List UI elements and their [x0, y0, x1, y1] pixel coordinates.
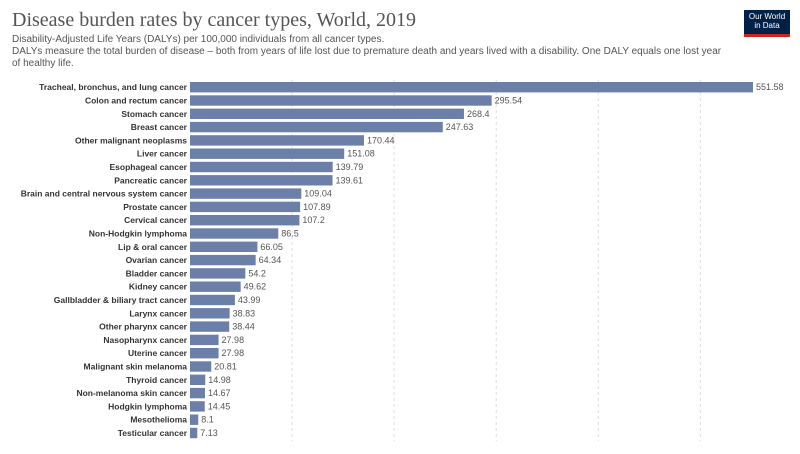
bar[interactable]: [190, 308, 230, 319]
category-label: Brain and central nervous system cancer: [21, 189, 188, 199]
logo-line-1: Our World: [748, 12, 786, 21]
category-label: Lip & oral cancer: [118, 242, 188, 252]
value-label: 14.67: [208, 388, 231, 398]
value-label: 14.98: [208, 375, 231, 385]
subtitle-line-2: DALYs measure the total burden of diseas…: [12, 46, 722, 69]
value-label: 7.13: [200, 428, 218, 438]
value-label: 86.5: [281, 229, 299, 239]
bar[interactable]: [190, 348, 219, 359]
value-label: 107.2: [302, 215, 325, 225]
value-label: 295.54: [495, 96, 523, 106]
category-label: Stomach cancer: [121, 109, 187, 119]
category-label: Non-Hodgkin lymphoma: [89, 229, 187, 239]
bar[interactable]: [190, 281, 241, 292]
value-label: 38.44: [232, 322, 255, 332]
category-label: Kidney cancer: [129, 282, 188, 292]
value-label: 54.2: [248, 268, 266, 278]
category-label: Non-melanoma skin cancer: [76, 388, 187, 398]
category-label: Colon and rectum cancer: [85, 96, 188, 106]
category-label: Tracheal, bronchus, and lung cancer: [39, 82, 188, 92]
bar[interactable]: [190, 135, 364, 146]
value-label: 38.83: [233, 308, 256, 318]
bar[interactable]: [190, 387, 205, 399]
category-label: Cervical cancer: [124, 215, 188, 225]
bar[interactable]: [190, 321, 230, 332]
category-label: Breast cancer: [131, 122, 188, 132]
bar[interactable]: [190, 427, 198, 439]
category-label: Malignant skin melanoma: [84, 362, 188, 372]
value-label: 551.58: [756, 82, 784, 92]
value-label: 64.34: [259, 255, 282, 265]
bar[interactable]: [190, 334, 219, 346]
bar[interactable]: [190, 215, 300, 226]
bar[interactable]: [190, 228, 279, 239]
bar[interactable]: [190, 401, 205, 412]
value-label: 8.1: [201, 415, 214, 425]
category-label: Bladder cancer: [126, 268, 188, 278]
value-label: 139.79: [336, 162, 364, 172]
subtitle-line-1: Disability-Adjusted Life Years (DALYs) p…: [12, 34, 385, 45]
value-label: 49.62: [244, 282, 267, 292]
value-label: 43.99: [238, 295, 261, 305]
bar[interactable]: [190, 374, 206, 385]
bar[interactable]: [190, 254, 256, 266]
bar[interactable]: [190, 201, 301, 213]
bar[interactable]: [190, 161, 333, 173]
value-label: 66.05: [260, 242, 283, 252]
value-label: 27.98: [222, 348, 245, 358]
category-label: Hodgkin lymphoma: [108, 401, 187, 411]
category-label: Pancreatic cancer: [114, 175, 187, 185]
value-label: 170.44: [367, 135, 395, 145]
bar[interactable]: [190, 121, 443, 133]
chart-subtitle: Disability-Adjusted Life Years (DALYs) p…: [12, 34, 732, 70]
value-label: 27.98: [222, 335, 245, 345]
category-label: Esophageal cancer: [110, 162, 188, 172]
value-label: 107.89: [303, 202, 331, 212]
bar[interactable]: [190, 108, 464, 119]
owid-logo[interactable]: Our World in Data: [744, 10, 790, 37]
logo-accent-bar: [744, 34, 790, 37]
value-label: 109.04: [304, 189, 332, 199]
bar[interactable]: [190, 294, 235, 306]
category-label: Liver cancer: [137, 149, 188, 159]
category-label: Prostate cancer: [123, 202, 187, 212]
category-label: Testicular cancer: [118, 428, 188, 438]
category-label: Uterine cancer: [128, 348, 188, 358]
bar[interactable]: [190, 188, 302, 199]
category-label: Larynx cancer: [129, 308, 187, 318]
category-label: Other pharynx cancer: [99, 322, 188, 332]
bar[interactable]: [190, 95, 492, 106]
logo-line-2: in Data: [754, 21, 780, 30]
bar[interactable]: [190, 414, 199, 425]
value-label: 268.4: [467, 109, 490, 119]
value-label: 139.61: [336, 175, 364, 185]
bar[interactable]: [190, 148, 345, 159]
value-label: 151.08: [347, 149, 375, 159]
category-label: Gallbladder & biliary tract cancer: [54, 295, 188, 305]
value-label: 247.63: [446, 122, 474, 132]
category-label: Nasopharynx cancer: [103, 335, 187, 345]
bar[interactable]: [190, 82, 753, 93]
bar[interactable]: [190, 241, 258, 252]
bar[interactable]: [190, 175, 333, 186]
category-label: Thyroid cancer: [126, 375, 188, 385]
bar[interactable]: [190, 361, 212, 372]
category-label: Ovarian cancer: [126, 255, 188, 265]
value-label: 14.45: [208, 401, 231, 411]
value-label: 20.81: [214, 362, 237, 372]
category-label: Mesothelioma: [130, 415, 187, 425]
chart-title: Disease burden rates by cancer types, Wo…: [12, 9, 417, 31]
category-label: Other malignant neoplasms: [75, 135, 187, 145]
bar[interactable]: [190, 268, 246, 279]
